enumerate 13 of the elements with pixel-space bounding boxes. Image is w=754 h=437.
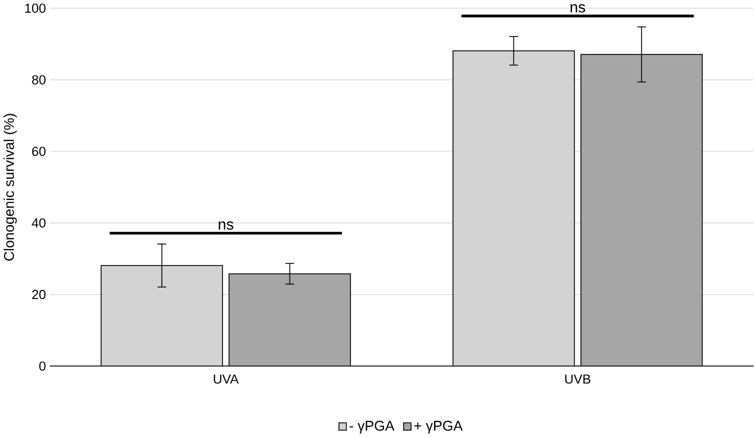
x-tick-label: UVA bbox=[214, 374, 239, 384]
y-tick-label: 60 bbox=[32, 146, 46, 156]
x-tick-label: UVB bbox=[565, 374, 590, 384]
y-tick-label: 40 bbox=[32, 218, 46, 228]
annotation: ns bbox=[218, 222, 234, 230]
y-axis-title: Clonogenic survival (%) bbox=[4, 114, 17, 261]
annotation: ns bbox=[570, 4, 586, 13]
y-tick-label: 100 bbox=[25, 4, 46, 14]
legend-label: - γPGA bbox=[350, 420, 394, 434]
y-tick-label: 80 bbox=[32, 75, 46, 85]
y-tick-label: 0 bbox=[39, 362, 46, 371]
legend-label: + γPGA bbox=[414, 420, 463, 434]
y-tick-label: 20 bbox=[32, 290, 46, 300]
